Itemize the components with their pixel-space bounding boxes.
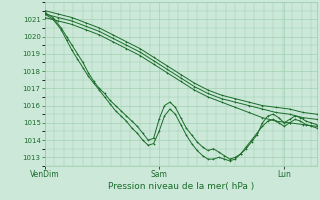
- X-axis label: Pression niveau de la mer( hPa ): Pression niveau de la mer( hPa ): [108, 182, 254, 191]
